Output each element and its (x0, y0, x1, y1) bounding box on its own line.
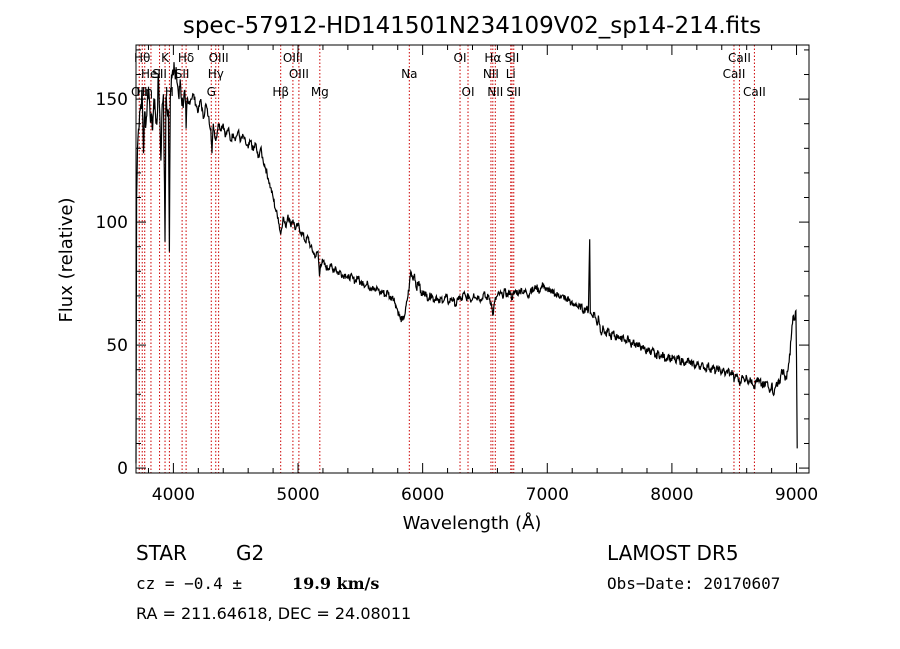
line-marker-label-8: SII (175, 67, 190, 81)
cz-error: 19.9 km/s (292, 574, 379, 593)
y-axis-ticks: 0 50 100 150 (96, 49, 809, 479)
y-tick-label: 150 (96, 90, 128, 110)
line-marker-label-2: Hη (136, 85, 153, 99)
coordinates: RA = 211.64618, DEC = 24.08011 (136, 604, 411, 623)
y-tick-label: 100 (96, 213, 128, 233)
line-marker-label-5: K (161, 51, 170, 65)
plot-frame (135, 44, 810, 474)
line-marker-label-22: Li (506, 67, 516, 81)
line-marker-label-26: CaII (728, 51, 751, 65)
y-tick-label: 0 (117, 459, 128, 479)
line-marker-label-16: Na (401, 67, 417, 81)
line-marker-label-18: OI (462, 85, 475, 99)
x-tick-label: 4000 (152, 485, 195, 505)
line-marker-label-20: Hα (484, 51, 501, 65)
cz-prefix: cz = −0.4 ± (136, 574, 242, 593)
line-marker-label-6: H (165, 85, 174, 99)
line-marker-label-21: NII (487, 85, 503, 99)
line-marker-label-9: Hγ (208, 67, 224, 81)
line-marker-label-4: SII (152, 67, 167, 81)
line-marker-label-7: Hδ (178, 51, 194, 65)
x-tick-label: 9000 (775, 485, 818, 505)
object-subclass: G2 (236, 541, 264, 565)
line-marker-label-11: G (207, 85, 216, 99)
line-marker-label-14: OIII (289, 67, 309, 81)
line-marker-label-24: SII (506, 85, 521, 99)
line-marker-label-12: Hβ (272, 85, 289, 99)
obs-date: Obs−Date: 20170607 (607, 574, 780, 593)
line-marker-label-27: CaII (743, 85, 766, 99)
x-axis-label: Wavelength (Å) (403, 512, 542, 534)
line-marker-label-25: CaII (723, 67, 746, 81)
object-class: STAR (136, 541, 187, 565)
line-marker-label-1: Hθ (134, 51, 150, 65)
line-marker-label-19: NII (483, 67, 499, 81)
chart-title: spec-57912-HD141501N234109V02_sp14-214.f… (183, 13, 761, 39)
line-marker-label-3: HeI (141, 67, 161, 81)
x-tick-label: 6000 (401, 485, 444, 505)
spectrum-series-line (135, 62, 798, 464)
y-tick-label: 50 (106, 336, 128, 356)
line-marker-label-10: OIII (209, 51, 229, 65)
y-axis-label: Flux (relative) (56, 197, 77, 322)
line-marker-label-15: Mg (311, 85, 329, 99)
survey-name: LAMOST DR5 (607, 541, 739, 565)
line-marker-label-13: OIII (283, 51, 303, 65)
x-tick-label: 7000 (526, 485, 569, 505)
line-marker-label-17: OI (454, 51, 467, 65)
x-axis-ticks: 4000 5000 6000 7000 8000 9000 (147, 45, 818, 505)
spectral-line-markers (138, 45, 755, 473)
x-tick-label: 8000 (650, 485, 693, 505)
line-marker-label-0: OII (131, 85, 148, 99)
line-marker-label-23: SII (505, 51, 520, 65)
x-tick-label: 5000 (276, 485, 319, 505)
